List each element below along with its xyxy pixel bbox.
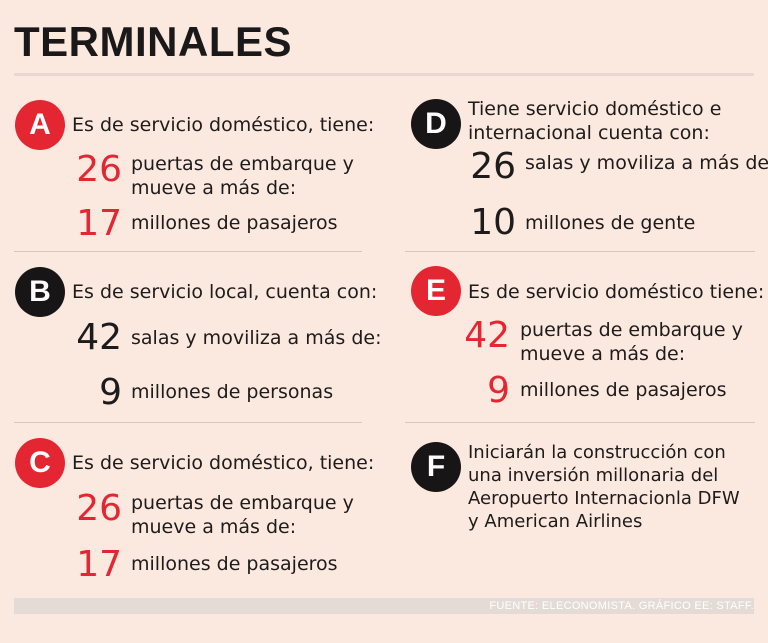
terminal-f-line: Aeropuerto Internacionla DFW [468,488,740,509]
page-title: TERMINALES [14,18,292,65]
terminal-c-gates-count: 26 [76,488,122,529]
terminal-d-heading-line2: internacional cuenta con: [468,122,710,144]
terminal-e-heading: Es de servicio doméstico tiene: [468,281,765,303]
terminal-d-people-text: millones de gente [525,212,696,234]
terminal-f-line: una inversión millonaria del [468,465,719,486]
terminal-b-people-text: millones de personas [131,381,334,403]
terminal-a-gates-line2: mueve a más de: [131,177,297,199]
divider [405,422,755,423]
divider [405,251,755,252]
terminal-a-badge: A [15,100,65,150]
terminal-d-rooms-text: salas y moviliza a más de: [525,152,768,174]
terminal-a-passengers-text: millones de pasajeros [131,212,338,234]
terminal-b-heading: Es de servicio local, cuenta con: [72,281,378,303]
terminal-d-badge: D [411,99,461,149]
divider [14,251,362,252]
terminal-b-rooms-text: salas y moviliza a más de: [131,327,382,349]
divider [14,422,362,423]
terminal-b-badge: B [15,267,65,317]
terminal-e-badge: E [411,266,461,316]
terminal-d-heading-line1: Tiene servicio doméstico e [468,98,722,120]
terminal-b-rooms-count: 42 [76,317,122,358]
terminal-c-badge: C [15,438,65,488]
terminal-d-rooms-count: 26 [470,146,516,187]
terminal-a-gates-line1: puertas de embarque y [131,153,354,175]
terminal-c-passengers-text: millones de pasajeros [131,553,338,575]
terminal-e-gates-count: 42 [464,315,510,356]
terminal-b-people-count: 9 [99,372,122,413]
terminal-c-heading: Es de servicio doméstico, tiene: [72,452,375,474]
terminal-f-badge: F [411,442,461,492]
footer-bar [14,598,754,614]
terminal-f-line: y American Airlines [468,511,643,532]
terminal-e-passengers-count: 9 [487,370,510,411]
terminal-f-line: Iniciarán la construcción con [468,442,726,463]
terminal-e-passengers-text: millones de pasajeros [520,379,727,401]
terminal-e-gates-line2: mueve a más de: [520,343,686,365]
terminal-a-passengers-count: 17 [76,203,122,244]
terminal-a-gates-count: 26 [76,149,122,190]
terminal-e-gates-line1: puertas de embarque y [520,319,743,341]
terminal-a-heading: Es de servicio doméstico, tiene: [72,114,375,136]
title-divider [14,73,754,76]
source-credit: FUENTE: ELECONOMISTA. GRÁFICO EE: STAFF. [489,600,754,612]
terminal-c-gates-line1: puertas de embarque y [131,492,354,514]
terminal-d-people-count: 10 [470,202,516,243]
terminal-c-passengers-count: 17 [76,544,122,585]
terminal-c-gates-line2: mueve a más de: [131,516,297,538]
